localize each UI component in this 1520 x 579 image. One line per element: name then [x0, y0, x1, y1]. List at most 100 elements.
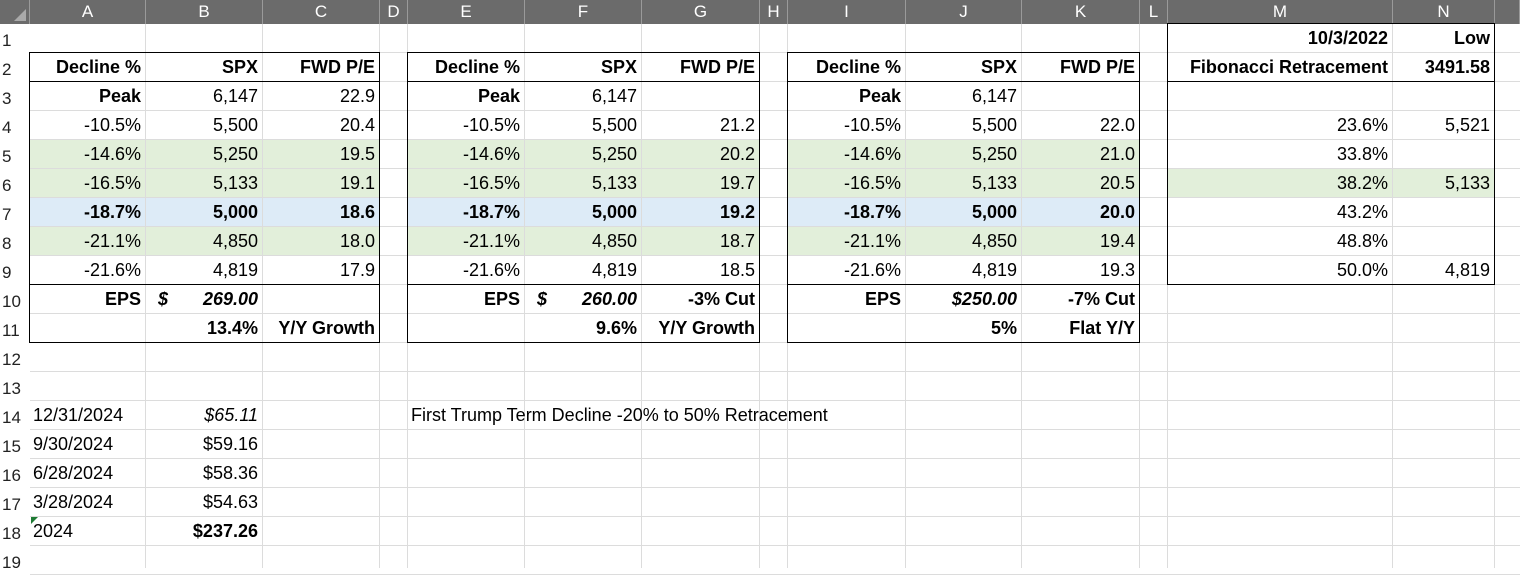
spx-cell[interactable]: 5,500	[971, 115, 1017, 135]
decline-cell[interactable]: -21.1%	[462, 231, 520, 251]
decline-cell[interactable]: -14.6%	[462, 144, 520, 164]
spx-cell[interactable]: 4,819	[591, 260, 637, 280]
eps-history-value[interactable]: $54.63	[202, 492, 258, 512]
fwd-pe-cell[interactable]: 22.9	[339, 86, 375, 106]
eps-value[interactable]: $250.00	[951, 289, 1017, 309]
fwd-pe-cell[interactable]: 20.5	[1099, 173, 1135, 193]
spx-cell[interactable]: 4,850	[591, 231, 637, 251]
header-spx[interactable]: SPX	[221, 57, 258, 77]
fwd-pe-cell[interactable]: 21.2	[719, 115, 755, 135]
eps-history-date[interactable]: 6/28/2024	[33, 463, 114, 483]
spx-cell[interactable]: 6,147	[212, 86, 258, 106]
fwd-pe-cell[interactable]: 19.5	[339, 144, 375, 164]
fwd-pe-cell[interactable]: 19.3	[1099, 260, 1135, 280]
fwd-pe-cell[interactable]: 17.9	[339, 260, 375, 280]
column-header[interactable]: D	[380, 0, 408, 24]
fwd-pe-cell[interactable]: 19.4	[1099, 231, 1135, 251]
decline-cell[interactable]: -10.5%	[843, 115, 901, 135]
fwd-pe-cell[interactable]: 22.0	[1099, 115, 1135, 135]
fwd-pe-cell[interactable]: 20.2	[719, 144, 755, 164]
decline-cell[interactable]: -21.6%	[843, 260, 901, 280]
eps-history-date[interactable]: 2024	[33, 521, 74, 541]
eps-cut-note[interactable]: -7% Cut	[1068, 289, 1135, 309]
select-all-corner[interactable]	[0, 0, 30, 24]
row-header[interactable]: 14	[0, 401, 30, 430]
fib-title[interactable]: Fibonacci Retracement	[1189, 57, 1388, 77]
eps-history-date[interactable]: 3/28/2024	[33, 492, 114, 512]
column-header[interactable]: N	[1393, 0, 1495, 24]
header-fwd-pe[interactable]: FWD P/E	[1060, 57, 1135, 77]
spx-cell[interactable]: 5,500	[591, 115, 637, 135]
fwd-pe-cell[interactable]: 19.1	[339, 173, 375, 193]
eps-history-value[interactable]: $58.36	[202, 463, 258, 483]
fib-low-value[interactable]: 3491.58	[1424, 57, 1490, 77]
row-header[interactable]: 5	[0, 140, 30, 169]
fib-pct-cell[interactable]: 43.2%	[1336, 202, 1388, 222]
eps-cut-note[interactable]	[263, 285, 380, 314]
decline-cell[interactable]: Peak	[98, 86, 141, 106]
spx-cell[interactable]: 5,250	[212, 144, 258, 164]
column-header[interactable]: H	[760, 0, 788, 24]
fwd-pe-cell[interactable]	[642, 82, 760, 111]
fib-pct-cell[interactable]: 23.6%	[1336, 115, 1388, 135]
column-header[interactable]: K	[1022, 0, 1140, 24]
decline-cell[interactable]: -21.1%	[83, 231, 141, 251]
column-header[interactable]: I	[788, 0, 906, 24]
row-header[interactable]: 3	[0, 82, 30, 111]
fwd-pe-cell[interactable]: 21.0	[1099, 144, 1135, 164]
spx-cell[interactable]: 4,850	[971, 231, 1017, 251]
column-header[interactable]: G	[642, 0, 760, 24]
eps-history-value[interactable]: $237.26	[192, 521, 258, 541]
row-header[interactable]: 12	[0, 343, 30, 372]
fwd-pe-cell[interactable]: 18.7	[719, 231, 755, 251]
header-fwd-pe[interactable]: FWD P/E	[680, 57, 755, 77]
decline-cell[interactable]: Peak	[858, 86, 901, 106]
fib-date[interactable]: 10/3/2022	[1307, 28, 1388, 48]
row-header[interactable]: 1	[0, 24, 30, 53]
row-header[interactable]: 7	[0, 198, 30, 227]
spx-cell[interactable]: 4,819	[212, 260, 258, 280]
column-header[interactable]: L	[1140, 0, 1168, 24]
decline-cell[interactable]: -18.7%	[843, 202, 901, 222]
spx-cell[interactable]: 6,147	[971, 86, 1017, 106]
eps-history-value[interactable]: $59.16	[202, 434, 258, 454]
fib-pct-cell[interactable]: 33.8%	[1336, 144, 1388, 164]
row-header[interactable]: 17	[0, 488, 30, 517]
eps-value[interactable]: 260.00	[581, 289, 637, 309]
header-decline[interactable]: Decline %	[55, 57, 141, 77]
spx-cell[interactable]: 5,133	[212, 173, 258, 193]
decline-cell[interactable]: -21.6%	[462, 260, 520, 280]
column-header[interactable]: A	[30, 0, 146, 24]
note-text[interactable]: First Trump Term Decline -20% to 50% Ret…	[411, 405, 828, 425]
growth-value[interactable]: 13.4%	[206, 318, 258, 338]
fib-value-cell[interactable]: 5,133	[1444, 173, 1490, 193]
spx-cell[interactable]: 5,000	[971, 202, 1017, 222]
eps-cut-note[interactable]: -3% Cut	[688, 289, 755, 309]
fwd-pe-cell[interactable]: 19.7	[719, 173, 755, 193]
decline-cell[interactable]: -16.5%	[462, 173, 520, 193]
spx-cell[interactable]: 5,250	[591, 144, 637, 164]
row-header[interactable]: 8	[0, 227, 30, 256]
row-header[interactable]: 18	[0, 517, 30, 546]
fwd-pe-cell[interactable]: 20.4	[339, 115, 375, 135]
row-header[interactable]: 6	[0, 169, 30, 198]
fib-value-cell[interactable]	[1393, 227, 1495, 256]
fwd-pe-cell[interactable]: 19.2	[719, 202, 755, 222]
row-header[interactable]: 16	[0, 459, 30, 488]
header-decline[interactable]: Decline %	[434, 57, 520, 77]
decline-cell[interactable]: -21.1%	[843, 231, 901, 251]
fwd-pe-cell[interactable]: 20.0	[1099, 202, 1135, 222]
decline-cell[interactable]: -18.7%	[83, 202, 141, 222]
decline-cell[interactable]: -10.5%	[462, 115, 520, 135]
column-header[interactable]: E	[408, 0, 525, 24]
row-header[interactable]: 4	[0, 111, 30, 140]
row-header[interactable]: 10	[0, 285, 30, 314]
header-decline[interactable]: Decline %	[815, 57, 901, 77]
decline-cell[interactable]: -16.5%	[83, 173, 141, 193]
fwd-pe-cell[interactable]: 18.0	[339, 231, 375, 251]
fib-low-label[interactable]: Low	[1454, 28, 1490, 48]
spx-cell[interactable]: 5,250	[971, 144, 1017, 164]
fwd-pe-cell[interactable]	[1022, 82, 1140, 111]
column-header[interactable]: M	[1168, 0, 1393, 24]
spx-cell[interactable]: 5,133	[971, 173, 1017, 193]
